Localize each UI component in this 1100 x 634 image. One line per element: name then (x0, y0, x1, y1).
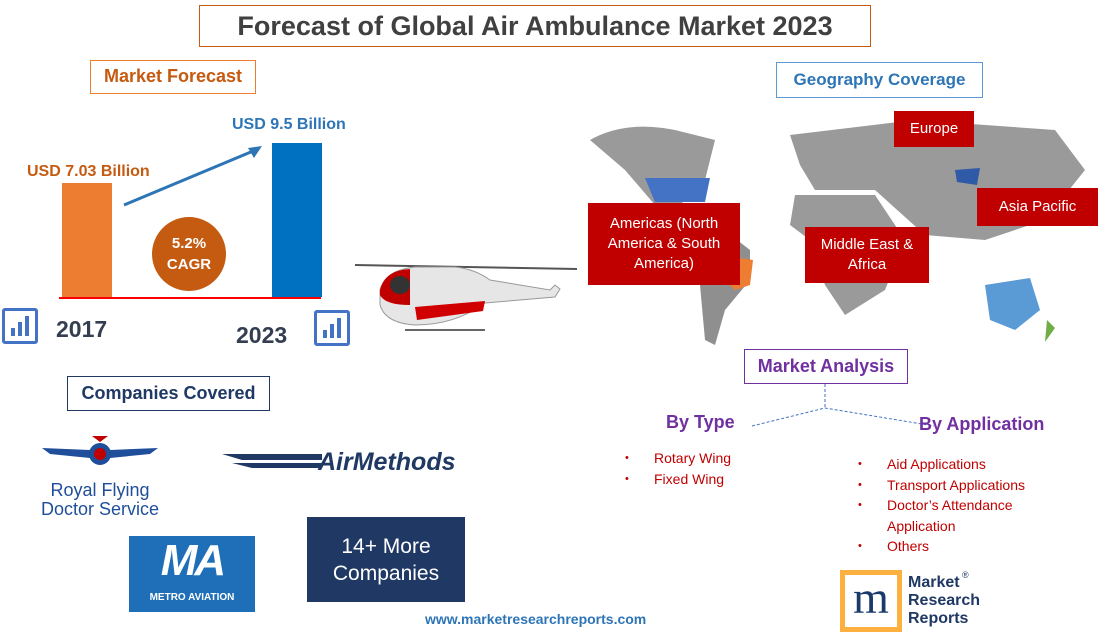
list-item: Aid Applications (853, 454, 1073, 475)
cagr-value: 5.2% (171, 235, 207, 252)
region-asia-pacific: Asia Pacific (977, 188, 1098, 226)
list-item: Rotary Wing (620, 448, 731, 469)
mrr-logo-text: Market Research Reports (908, 574, 981, 627)
bar-2017 (62, 183, 112, 297)
map-usa (645, 178, 710, 202)
category-label-2023: 2023 (236, 322, 288, 348)
bar-chart-icon (314, 310, 350, 346)
category-label-2017: 2017 (56, 316, 108, 342)
growth-arrow-icon (123, 146, 262, 207)
market-forecast-heading: Market Forecast (90, 60, 256, 94)
market-analysis-heading: Market Analysis (744, 349, 908, 384)
map-australia (985, 278, 1040, 330)
mrr-logo-mark: m (840, 570, 902, 632)
by-application-list: Aid Applications Transport Applications … (853, 454, 1073, 557)
list-item: Doctor’s Attendance Application (853, 495, 1073, 536)
registered-mark: ® (962, 570, 969, 580)
website-link[interactable]: www.marketresearchreports.com (425, 611, 647, 627)
map-new-zealand (1045, 320, 1055, 342)
by-type-list: Rotary Wing Fixed Wing (620, 448, 731, 489)
companies-heading: Companies Covered (67, 376, 270, 411)
data-label-2023: USD 9.5 Billion (232, 116, 346, 133)
more-companies-button[interactable]: 14+ More Companies (307, 517, 465, 602)
air-methods-swoosh-icon (222, 454, 322, 468)
by-application-heading: By Application (919, 414, 1045, 434)
analysis-connector (751, 384, 935, 427)
logo-metro-aviation: MA METRO AVIATION (129, 536, 255, 612)
region-europe: Europe (894, 111, 974, 147)
logo-air-methods: AirMethods (222, 448, 467, 476)
list-item: Fixed Wing (620, 469, 731, 490)
geography-heading: Geography Coverage (776, 62, 983, 98)
bar-2023 (272, 143, 322, 297)
logo-royal-flying-doctor: Royal Flying Doctor Service (30, 428, 170, 519)
chart-baseline (59, 297, 321, 299)
data-label-2017: USD 7.03 Billion (27, 163, 150, 180)
cagr-badge: 5.2% CAGR (152, 217, 226, 291)
rfds-wings-icon (42, 436, 158, 465)
page-title: Forecast of Global Air Ambulance Market … (199, 5, 871, 47)
bar-chart-icon (2, 308, 38, 344)
helicopter-image (355, 264, 578, 331)
by-type-heading: By Type (666, 412, 735, 432)
list-item: Transport Applications (853, 475, 1073, 496)
cagr-label: CAGR (166, 256, 212, 273)
region-americas: Americas (North America & South America) (588, 203, 740, 285)
list-item: Others (853, 536, 1073, 557)
region-middle-east-africa: Middle East & Africa (805, 227, 929, 283)
metro-aviation-mark-icon: MA (160, 536, 226, 585)
map-mongolia (955, 168, 980, 185)
